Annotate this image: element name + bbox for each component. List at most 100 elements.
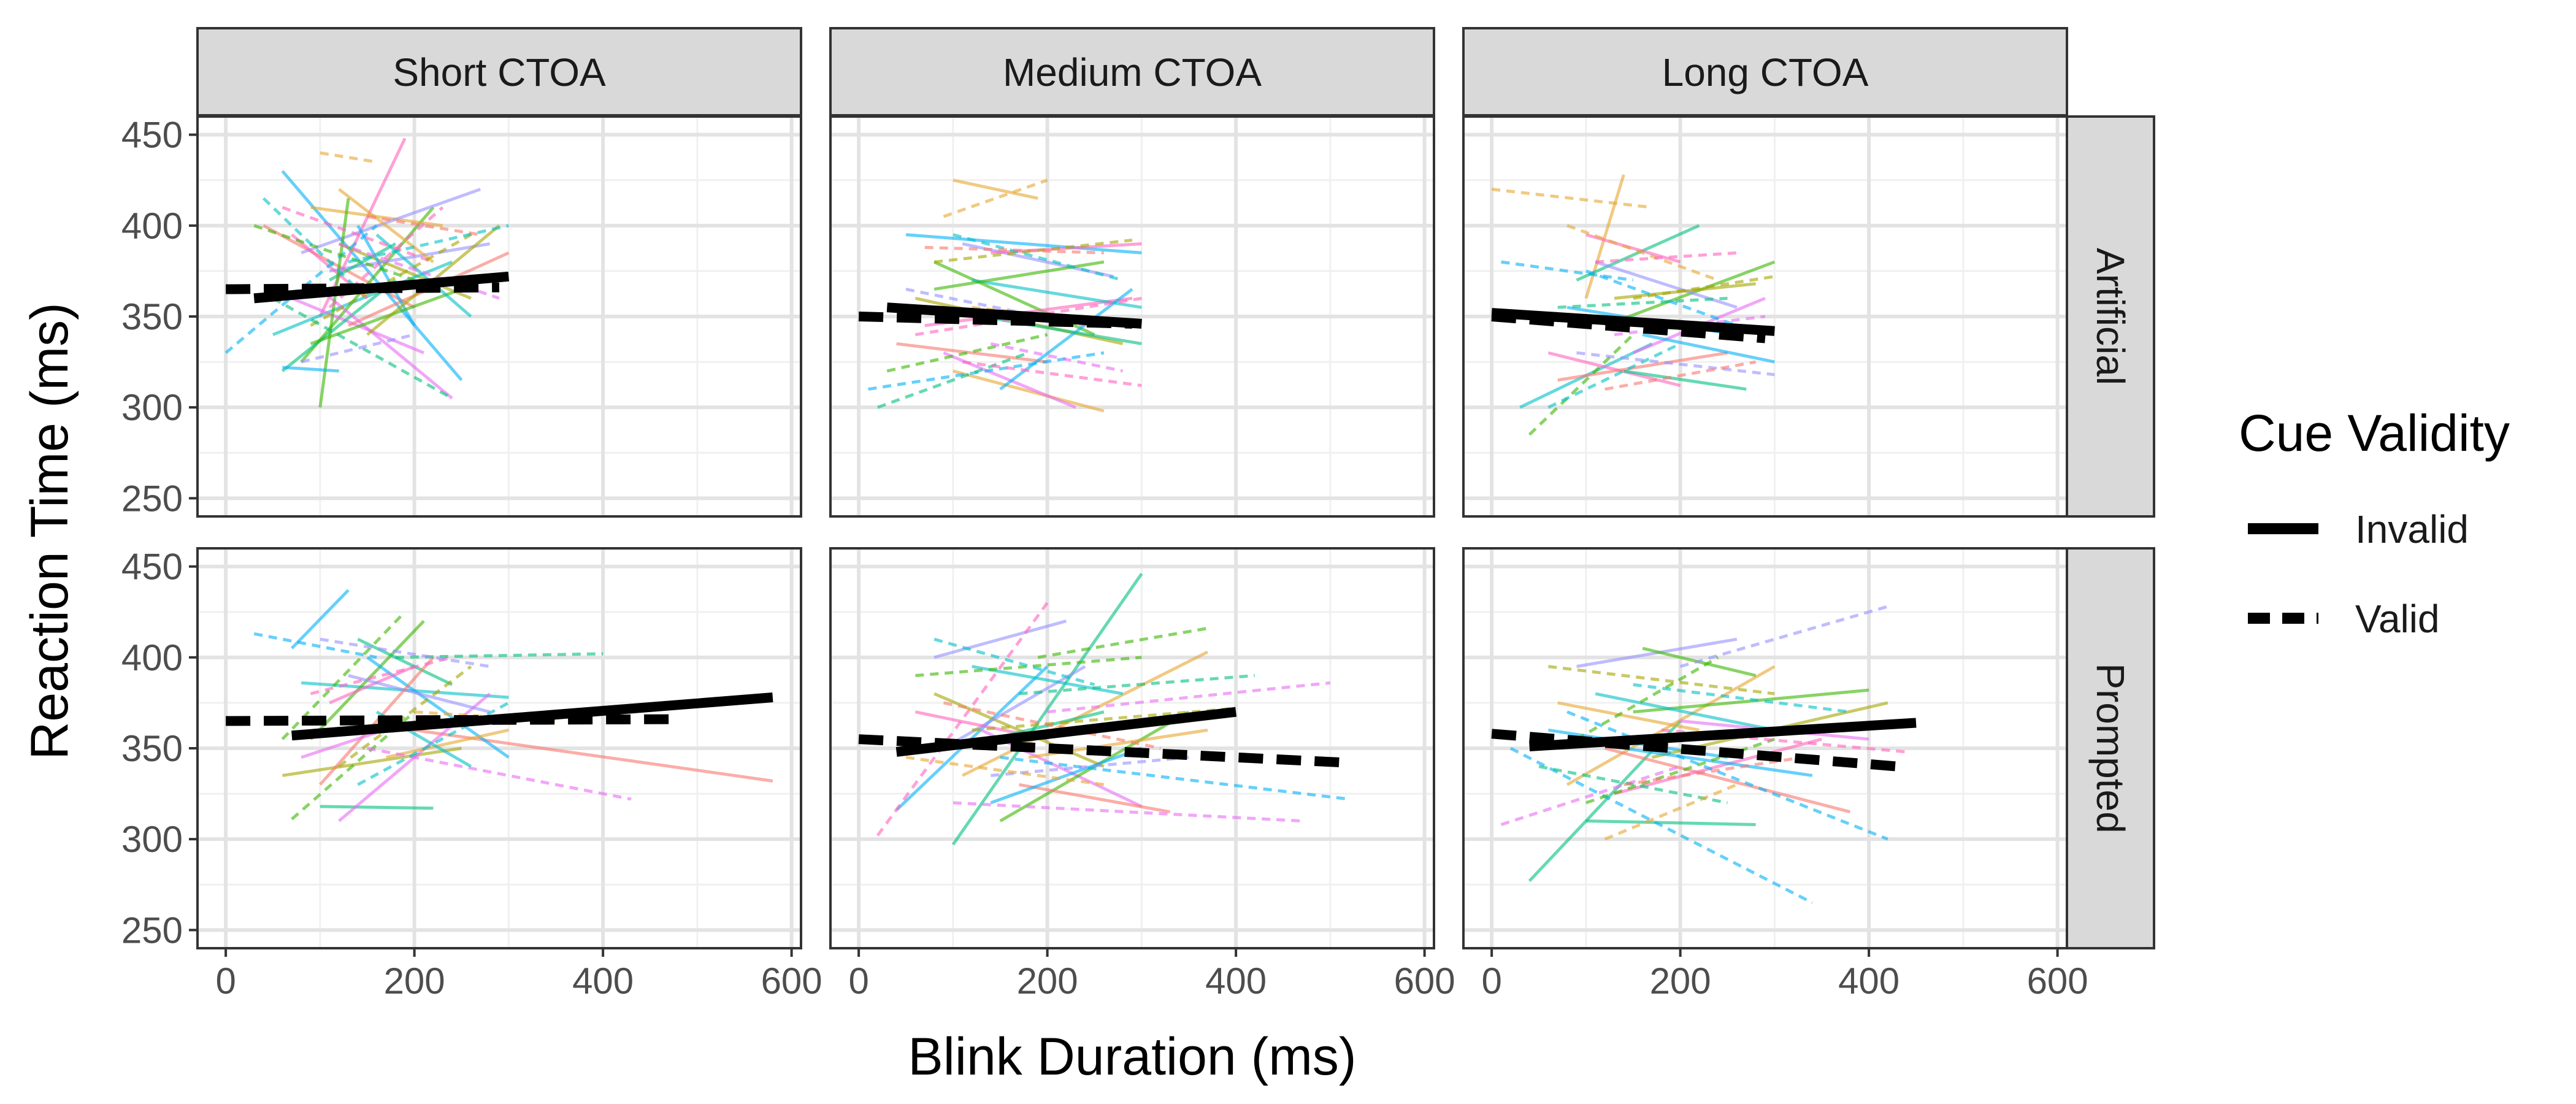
x-tick-label: 400 xyxy=(572,960,634,1002)
panel-prompted-medium-ctoa: 0 200 400 600 xyxy=(829,547,1455,1002)
participant-line-valid-3 xyxy=(310,656,453,696)
participant-line-valid-0 xyxy=(1501,260,1634,282)
participant-line-valid-10 xyxy=(1623,756,1803,786)
legend-label-valid: Valid xyxy=(2355,597,2440,641)
series-line-valid xyxy=(1491,729,1898,772)
participant-line-invalid-11 xyxy=(990,746,1143,805)
x-tick-label: 0 xyxy=(848,960,868,1002)
participant-line-invalid-21 xyxy=(282,366,339,373)
participant-line-valid-1 xyxy=(1528,333,1635,436)
participant-line-valid-6 xyxy=(933,637,1095,686)
series-line-valid xyxy=(858,734,1350,768)
participant-line-invalid-9 xyxy=(896,342,1048,364)
participant-line-invalid-2 xyxy=(953,369,1105,413)
y-tick-label: 300 xyxy=(121,819,183,860)
participant-line-valid-6 xyxy=(1491,188,1652,209)
y-tick-label: 400 xyxy=(121,637,183,678)
participant-line-invalid-12 xyxy=(319,656,435,786)
x-tick-label: 0 xyxy=(1481,960,1501,1002)
x-axis-title: Blink Duration (ms) xyxy=(908,1027,1356,1086)
participant-line-valid-7 xyxy=(943,178,1048,218)
participant-line-valid-11 xyxy=(328,206,444,309)
participant-line-valid-9 xyxy=(905,756,1105,786)
participant-line-invalid-11 xyxy=(357,637,453,686)
participant-line-invalid-9 xyxy=(1595,692,1775,732)
participant-line-invalid-19 xyxy=(375,233,472,318)
strip-long-ctoa: Long CTOA xyxy=(1462,27,2068,117)
strip-label-long-ctoa: Long CTOA xyxy=(1662,50,1869,94)
participant-line-valid-5 xyxy=(338,665,472,768)
participant-line-invalid-10 xyxy=(1642,333,1775,364)
participant-line-invalid-8 xyxy=(329,665,415,705)
participant-line-invalid-7 xyxy=(366,656,510,759)
x-tick-label: 600 xyxy=(761,960,822,1002)
participant-line-valid-8 xyxy=(990,342,1124,373)
panel-border xyxy=(829,547,1435,949)
x-tick-label: 0 xyxy=(215,960,236,1002)
participant-line-valid-11 xyxy=(1585,269,1738,328)
panel-border xyxy=(829,115,1435,518)
participant-line-invalid-13 xyxy=(1623,369,1747,391)
x-tick-label: 200 xyxy=(1650,960,1711,1002)
participant-line-valid-10 xyxy=(262,197,359,291)
participant-line-valid-10 xyxy=(1604,360,1757,391)
participant-line-valid-7 xyxy=(348,224,509,264)
participant-line-invalid-11 xyxy=(953,178,1038,200)
participant-line-valid-10 xyxy=(924,245,1104,255)
participant-line-valid-3 xyxy=(1500,765,1681,826)
participant-line-valid-3 xyxy=(310,233,472,327)
participant-line-valid-8 xyxy=(1633,275,1775,300)
participant-line-valid-0 xyxy=(1509,746,1814,905)
participant-line-invalid-9 xyxy=(348,674,491,714)
x-tick-label: 600 xyxy=(1394,960,1455,1002)
participant-line-invalid-5 xyxy=(1576,224,1700,282)
participant-line-valid-4 xyxy=(1595,251,1738,264)
participant-line-valid-7 xyxy=(1604,783,1738,841)
participant-line-invalid-4 xyxy=(282,746,462,777)
participant-line-valid-0 xyxy=(876,602,1049,837)
participant-line-invalid-3 xyxy=(1604,746,1851,814)
y-tick-label: 450 xyxy=(121,546,183,588)
participant-line-valid-3 xyxy=(933,239,1133,264)
y-axis-title: Reaction Time (ms) xyxy=(20,302,79,760)
strip-short-ctoa: Short CTOA xyxy=(196,27,802,117)
panel-prompted-long-ctoa: 0 200 400 600 xyxy=(1462,547,2088,1002)
x-tick-label: 200 xyxy=(1017,960,1078,1002)
y-tick-label: 450 xyxy=(121,115,183,156)
participant-line-valid-8 xyxy=(1019,673,1255,696)
strip-label-medium-ctoa: Medium CTOA xyxy=(1003,50,1262,94)
participant-line-invalid-0 xyxy=(290,589,350,650)
participant-line-valid-9 xyxy=(877,351,1029,409)
participant-line-invalid-9 xyxy=(1019,783,1170,814)
series-line-valid xyxy=(858,312,1133,329)
x-tick-label: 600 xyxy=(2027,960,2088,1002)
x-tick-label: 400 xyxy=(1205,960,1267,1002)
participant-line-invalid-10 xyxy=(385,728,509,759)
legend-label-invalid: Invalid xyxy=(2355,507,2469,551)
participant-line-invalid-15 xyxy=(338,188,434,264)
participant-line-valid-1 xyxy=(886,333,1048,373)
panel-border xyxy=(1462,547,2068,949)
participant-line-valid-9 xyxy=(1548,665,1775,696)
participant-line-invalid-7 xyxy=(1614,737,1822,795)
participant-line-valid-8 xyxy=(1661,728,1907,754)
participant-line-invalid-3 xyxy=(962,650,1209,777)
panel-artificial-medium-ctoa xyxy=(829,115,1435,518)
panel-prompted-short-ctoa: 0 200 400 600 250 300 350 400 450 xyxy=(121,546,822,1002)
participant-line-invalid-12 xyxy=(933,619,1067,659)
legend: Cue Validity Invalid Valid xyxy=(2239,404,2510,641)
participant-line-valid-3 xyxy=(1566,224,1719,282)
participant-line-valid-2 xyxy=(1547,342,1681,409)
facet-panels: 250 300 350 400 450 0 200 400 600 250 300 350 400 450… xyxy=(121,115,2088,1002)
strip-label-artificial: Artificial xyxy=(2088,248,2133,385)
panel-artificial-short-ctoa: 250 300 350 400 450 xyxy=(121,115,802,519)
participant-line-valid-11 xyxy=(962,360,1142,388)
y-tick-label: 300 xyxy=(121,387,183,428)
participant-line-valid-5 xyxy=(1633,683,1850,714)
participant-line-valid-6 xyxy=(320,151,377,164)
participant-line-valid-5 xyxy=(272,297,453,400)
legend-title: Cue Validity xyxy=(2239,404,2510,462)
panel-artificial-long-ctoa xyxy=(1462,115,2068,518)
series-line-invalid xyxy=(1529,718,1917,752)
